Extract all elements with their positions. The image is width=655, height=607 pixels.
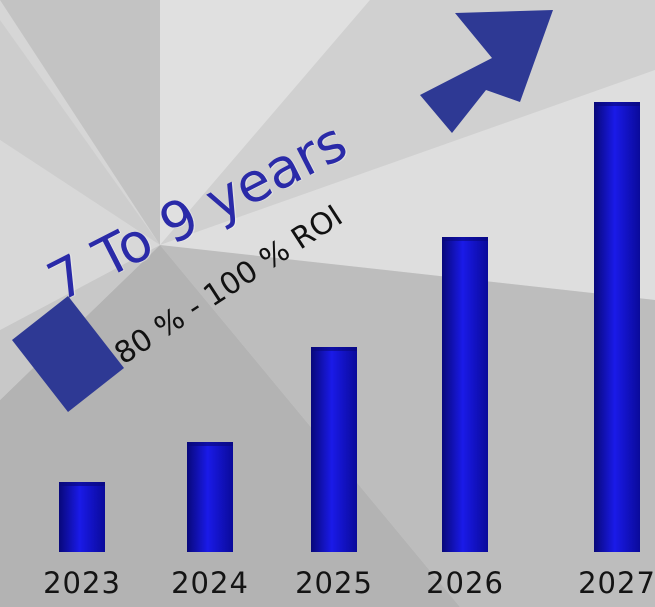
bar-2023	[59, 482, 105, 552]
bar-cap-2024	[187, 442, 233, 446]
x-tick-label: 2023	[43, 566, 121, 600]
bar-cap-2023	[59, 482, 105, 486]
x-tick-label: 2027	[578, 566, 655, 600]
bar-cap-2026	[442, 237, 488, 241]
x-tick-label: 2026	[426, 566, 504, 600]
bar-2026	[442, 237, 488, 552]
bar-cap-2025	[311, 347, 357, 351]
bar-2025	[311, 347, 357, 552]
bar-2027	[594, 102, 640, 552]
x-tick-label: 2025	[295, 566, 373, 600]
arrow-icon	[12, 10, 553, 412]
bar-cap-2027	[594, 102, 640, 106]
bar-2024	[187, 442, 233, 552]
bars-group	[59, 102, 640, 552]
x-tick-label: 2024	[171, 566, 249, 600]
